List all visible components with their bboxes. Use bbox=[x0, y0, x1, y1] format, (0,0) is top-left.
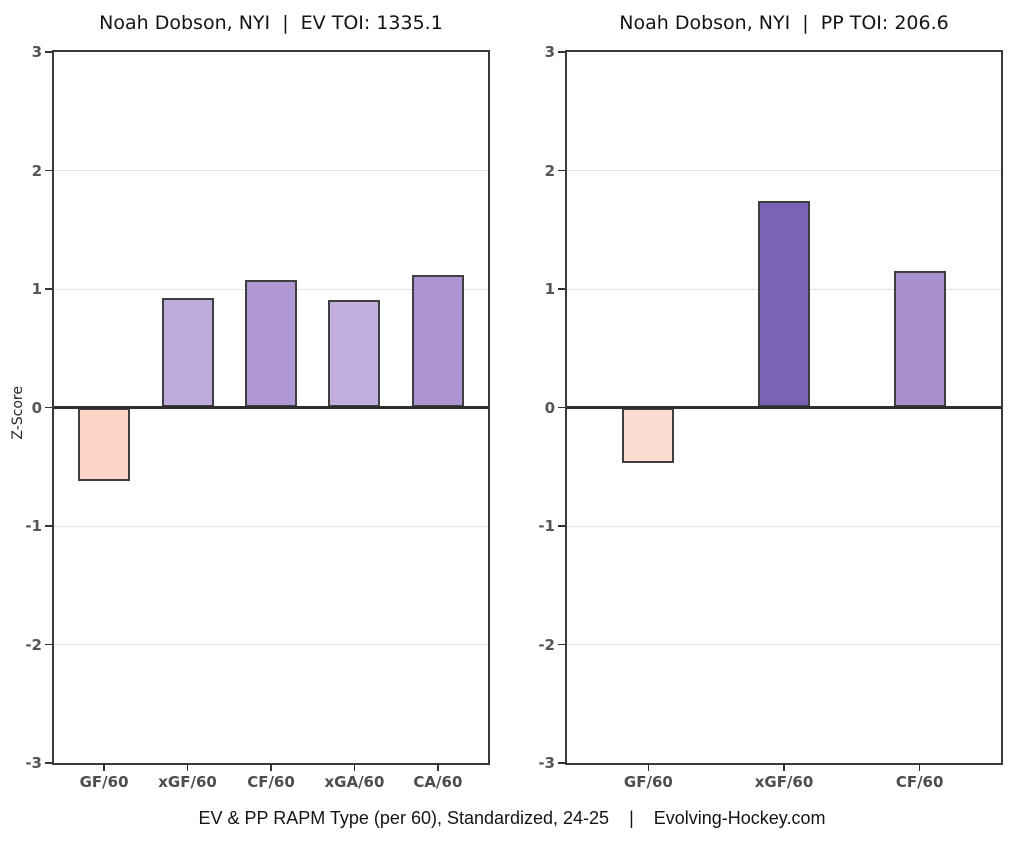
y-tick-mark bbox=[45, 525, 52, 527]
x-tick-mark bbox=[103, 763, 105, 771]
y-tick-mark bbox=[558, 288, 565, 290]
x-tick-label: xGF/60 bbox=[158, 773, 217, 791]
bar-ca60 bbox=[411, 274, 464, 408]
y-tick-label: -2 bbox=[25, 635, 42, 654]
x-tick-label: CF/60 bbox=[247, 773, 295, 791]
y-tick-label: 1 bbox=[544, 280, 555, 298]
x-tick-mark bbox=[783, 763, 785, 771]
x-tick-label: CA/60 bbox=[413, 773, 463, 791]
ev-rapm-chart-panel: Noah Dobson, NYI | EV TOI: 1335.1 Z-Scor… bbox=[10, 12, 490, 791]
x-tick-mark bbox=[647, 763, 650, 771]
bar-cf60 bbox=[893, 271, 946, 408]
y-tick-mark bbox=[45, 406, 52, 409]
x-tick-mark bbox=[270, 763, 272, 771]
y-tick-label: 1 bbox=[31, 280, 42, 298]
y-tick-label: -3 bbox=[25, 754, 42, 772]
gridline bbox=[567, 170, 1001, 171]
y-tick-label: -3 bbox=[538, 754, 555, 772]
bar-cf60 bbox=[245, 279, 297, 408]
y-tick-mark bbox=[558, 643, 565, 646]
y-tick-mark bbox=[45, 762, 52, 764]
y-tick-label: -2 bbox=[538, 635, 555, 654]
gridline bbox=[54, 170, 488, 171]
pp-rapm-chart-panel: Noah Dobson, NYI | PP TOI: 206.6 3 2 1 0 -1 -… bbox=[538, 12, 1003, 791]
zero-axis-line bbox=[567, 406, 1001, 409]
zero-axis-line bbox=[54, 406, 488, 409]
y-tick-label: 2 bbox=[544, 161, 555, 180]
bar-xgf60 bbox=[758, 201, 810, 408]
x-tick-mark bbox=[918, 763, 921, 771]
y-tick-label: 2 bbox=[31, 161, 42, 180]
y-tick-label: -1 bbox=[538, 517, 555, 535]
gridline bbox=[567, 525, 1001, 527]
y-tick-mark bbox=[45, 288, 52, 290]
y-tick-mark bbox=[558, 51, 565, 53]
x-tick-mark bbox=[353, 763, 356, 771]
y-tick-label: 3 bbox=[544, 43, 555, 61]
y-tick-label: 0 bbox=[544, 398, 555, 417]
y-tick-mark bbox=[45, 169, 52, 172]
x-tick-mark bbox=[437, 763, 439, 771]
bar-gf60 bbox=[78, 407, 131, 481]
x-tick-label: xGF/60 bbox=[754, 773, 814, 791]
bar-xgf60 bbox=[161, 298, 214, 408]
ev-chart-title: Noah Dobson, NYI | EV TOI: 1335.1 bbox=[99, 12, 443, 34]
bar-gf60 bbox=[622, 407, 675, 464]
y-tick-mark bbox=[45, 643, 52, 646]
x-tick-label: GF/60 bbox=[79, 773, 129, 791]
x-tick-label: CF/60 bbox=[895, 773, 944, 791]
x-tick-mark bbox=[186, 763, 189, 771]
x-tick-label: xGA/60 bbox=[324, 773, 385, 791]
gridline bbox=[54, 644, 488, 645]
pp-chart-title: Noah Dobson, NYI | PP TOI: 206.6 bbox=[619, 12, 949, 34]
gridline bbox=[54, 525, 488, 527]
y-tick-mark bbox=[558, 169, 565, 172]
x-tick-label: GF/60 bbox=[623, 773, 673, 791]
gridline bbox=[567, 644, 1001, 645]
y-tick-mark bbox=[558, 525, 565, 527]
y-tick-mark bbox=[558, 406, 565, 409]
y-tick-label: -1 bbox=[25, 517, 42, 535]
y-tick-mark bbox=[558, 762, 565, 764]
y-tick-label: 0 bbox=[31, 398, 42, 417]
figure-caption: EV & PP RAPM Type (per 60), Standardized… bbox=[198, 808, 826, 828]
bar-xga60 bbox=[328, 299, 381, 408]
y-tick-mark bbox=[45, 51, 52, 53]
y-tick-label: 3 bbox=[31, 43, 42, 61]
